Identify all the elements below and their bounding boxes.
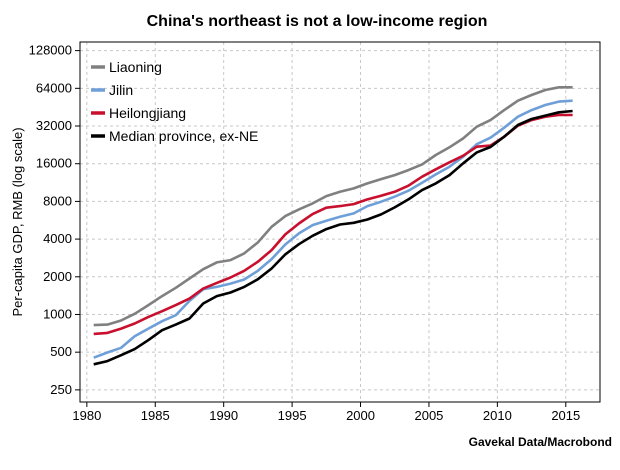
y-tick-label: 1000	[43, 306, 72, 321]
legend-label: Median province, ex-NE	[109, 128, 258, 144]
x-tick-label: 2015	[551, 408, 580, 423]
legend-label: Jilin	[109, 82, 133, 98]
y-axis-label: Per-capita GDP, RMB (log scale)	[10, 127, 25, 316]
series-line-heilongjiang	[93, 113, 573, 336]
x-tick-label: 2005	[414, 408, 443, 423]
y-tick-label: 16000	[36, 156, 72, 171]
chart-title: China's northeast is not a low-income re…	[147, 13, 488, 30]
series-lines	[93, 86, 573, 366]
source-note: Gavekal Data/Macrobond	[469, 435, 612, 449]
y-tick-label: 64000	[36, 80, 72, 95]
legend-label: Liaoning	[109, 59, 162, 75]
y-tick-label: 2000	[43, 269, 72, 284]
y-tick-label: 4000	[43, 231, 72, 246]
x-tick-label: 1995	[278, 408, 307, 423]
y-tick-label: 500	[50, 344, 72, 359]
y-axis: 250 500 1000 2000 4000 8000 16000 32000 64000 128…	[29, 43, 80, 397]
x-tick-label: 2010	[483, 408, 512, 423]
series-line-liaoning	[93, 86, 573, 327]
legend-label: Heilongjiang	[109, 105, 186, 121]
series-line-jilin	[93, 99, 573, 359]
x-tick-label: 1980	[72, 408, 101, 423]
legend: Liaoning Jilin Heilongjiang Median province…	[91, 59, 258, 144]
x-tick-label: 1990	[209, 408, 238, 423]
series-line-median-province-ex-ne	[93, 109, 573, 366]
y-tick-label: 32000	[36, 118, 72, 133]
grid	[80, 42, 600, 402]
y-tick-label: 8000	[43, 193, 72, 208]
x-axis: 1980 1985 1990 1995 2000 2005 2010 2015	[72, 402, 580, 423]
x-tick-label: 1985	[141, 408, 170, 423]
x-tick-label: 2000	[346, 408, 375, 423]
y-tick-label: 250	[50, 382, 72, 397]
plot-frame	[79, 41, 601, 403]
y-tick-label: 128000	[29, 43, 72, 58]
